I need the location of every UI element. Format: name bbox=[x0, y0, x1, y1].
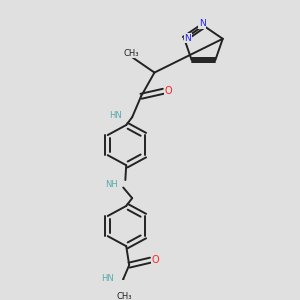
Text: O: O bbox=[152, 255, 159, 265]
Text: HN: HN bbox=[101, 274, 114, 283]
Text: N: N bbox=[184, 34, 191, 43]
Text: CH₃: CH₃ bbox=[116, 292, 132, 300]
Text: CH₃: CH₃ bbox=[124, 49, 139, 58]
Text: N: N bbox=[199, 20, 206, 28]
Text: HN: HN bbox=[109, 111, 122, 120]
Text: NH: NH bbox=[105, 180, 118, 189]
Text: O: O bbox=[164, 86, 172, 96]
